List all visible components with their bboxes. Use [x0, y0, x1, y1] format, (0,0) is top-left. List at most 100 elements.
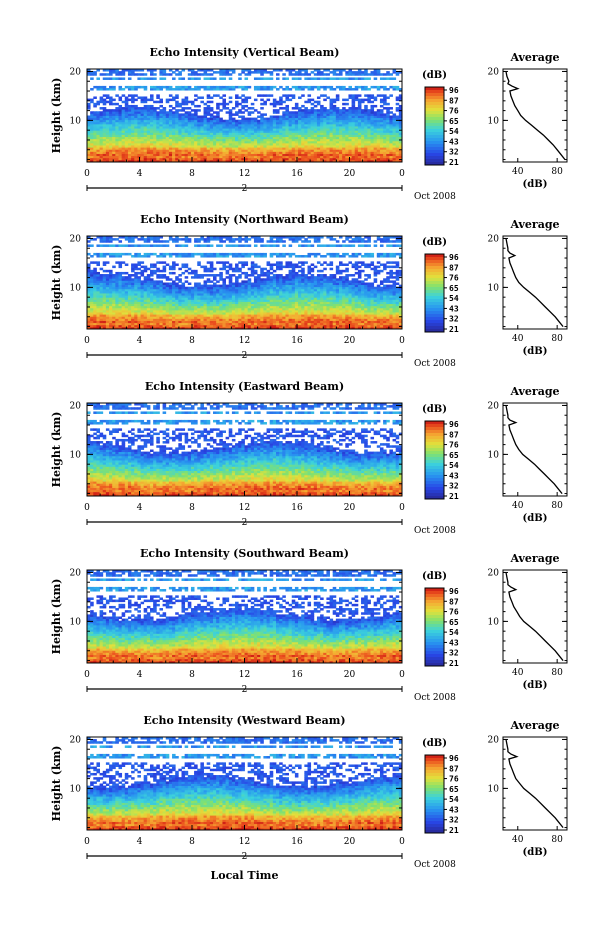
heatmap-cell: [310, 85, 315, 89]
heatmap-cell: [301, 88, 305, 91]
heatmap-cell: [153, 107, 157, 110]
heatmap-cell: [124, 100, 129, 104]
heatmap-cell: [285, 111, 289, 114]
heatmap-cell: [244, 98, 249, 102]
heatmap-cell: [310, 121, 315, 125]
heatmap-cell: [342, 102, 346, 106]
heatmap-cell: [266, 147, 271, 150]
heatmap-cell: [244, 238, 249, 241]
heatmap-cell: [257, 121, 261, 125]
heatmap-cell: [219, 132, 223, 135]
heatmap-cell: [153, 149, 157, 152]
heatmap-cell: [216, 324, 220, 328]
heatmap-cell: [134, 288, 138, 292]
heatmap-cell: [342, 126, 346, 129]
heatmap-cell: [109, 149, 113, 152]
heatmap-cell: [146, 295, 151, 298]
heatmap-cell: [168, 301, 173, 305]
heatmap-cell: [127, 126, 132, 129]
heatmap-cell: [105, 324, 110, 328]
heatmap-cell: [93, 102, 97, 106]
heatmap-cell: [332, 69, 337, 72]
heatmap-cell: [150, 119, 154, 123]
heatmap-cell: [276, 119, 280, 123]
heatmap-cell: [389, 136, 393, 140]
heatmap-cell: [285, 136, 289, 140]
heatmap-cell: [357, 71, 362, 74]
heatmap-cell: [102, 102, 107, 106]
heatmap-cell: [364, 138, 368, 142]
heatmap-cell: [231, 299, 236, 302]
heatmap-cell: [181, 149, 186, 152]
heatmap-cell: [345, 155, 349, 159]
heatmap-cell: [124, 309, 129, 313]
heatmap-cell: [118, 142, 123, 146]
heatmap-cell: [345, 115, 349, 119]
heatmap-cell: [389, 119, 393, 123]
heatmap-cell: [87, 322, 91, 326]
heatmap-cell: [190, 276, 195, 279]
heatmap-cell: [206, 121, 211, 125]
heatmap-cell: [127, 312, 132, 315]
heatmap-cell: [143, 113, 148, 116]
heatmap-cell: [181, 155, 186, 159]
heatmap-cell: [250, 236, 255, 239]
heatmap-cell: [93, 85, 97, 89]
heatmap-cell: [156, 276, 160, 279]
heatmap-cell: [184, 149, 189, 152]
heatmap-cell: [197, 282, 201, 286]
heatmap-cell: [209, 123, 214, 127]
heatmap-cell: [228, 130, 233, 133]
heatmap-cell: [127, 236, 132, 239]
heatmap-cell: [228, 117, 233, 121]
heatmap-cell: [250, 145, 255, 148]
heatmap-cell: [231, 113, 236, 116]
heatmap-cell: [197, 307, 201, 311]
heatmap-cell: [213, 121, 217, 125]
heatmap-cell: [316, 102, 321, 106]
heatmap-cell: [124, 263, 129, 266]
heatmap-cell: [209, 69, 214, 72]
heatmap-cell: [209, 88, 214, 91]
heatmap-cell: [304, 136, 308, 140]
heatmap-cell: [93, 151, 97, 154]
heatmap-cell: [121, 113, 126, 116]
heatmap-cell: [351, 140, 356, 144]
heatmap-cell: [304, 149, 308, 152]
heatmap-cell: [203, 119, 208, 123]
heatmap-cell: [206, 94, 211, 97]
heatmap-cell: [127, 98, 132, 102]
heatmap-cell: [162, 286, 167, 290]
heatmap-cell: [285, 138, 289, 142]
heatmap-cell: [285, 140, 289, 144]
heatmap-cell: [339, 77, 343, 80]
heatmap-cell: [184, 322, 189, 326]
heatmap-cell: [238, 303, 242, 307]
heatmap-cell: [250, 269, 255, 273]
heatmap-cell: [87, 271, 91, 275]
heatmap-cell: [181, 309, 186, 313]
heatmap-cell: [93, 153, 97, 157]
heatmap-cell: [172, 107, 176, 110]
heatmap-cell: [244, 119, 249, 123]
heatmap-cell: [348, 69, 352, 72]
heatmap-cell: [323, 94, 327, 97]
heatmap-cell: [121, 297, 126, 300]
heatmap-cell: [398, 126, 403, 129]
heatmap-cell: [190, 314, 195, 317]
heatmap-cell: [197, 326, 201, 330]
heatmap-cell: [159, 104, 163, 108]
heatmap-cell: [134, 282, 138, 286]
heatmap-cell: [345, 128, 349, 131]
heatmap-cell: [165, 305, 170, 309]
heatmap-cell: [162, 136, 167, 140]
heatmap-cell: [209, 293, 214, 296]
heatmap-cell: [247, 297, 252, 300]
heatmap-cell: [134, 284, 138, 288]
heatmap-cell: [137, 271, 141, 275]
heatmap-cell: [209, 107, 214, 110]
heatmap-cell: [109, 111, 113, 114]
heatmap-cell: [153, 316, 157, 319]
heatmap-cell: [310, 151, 315, 154]
heatmap-cell: [190, 293, 195, 296]
